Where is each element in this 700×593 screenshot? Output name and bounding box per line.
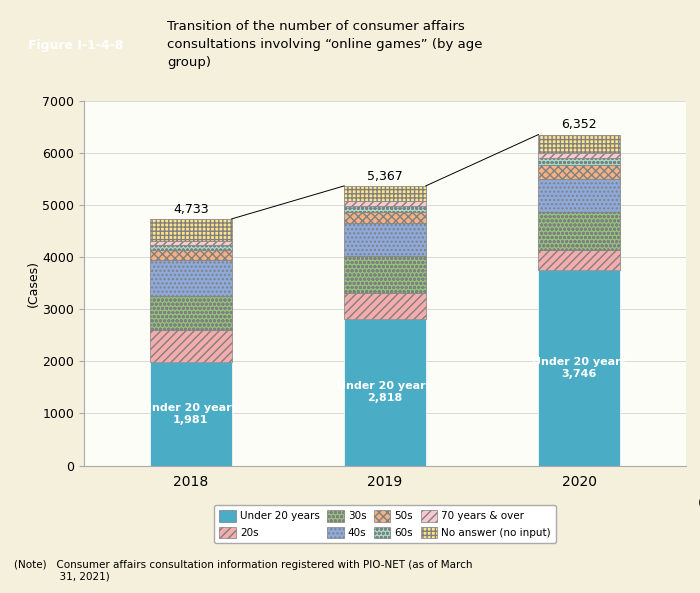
Bar	[538, 158, 620, 165]
Bar	[538, 135, 620, 153]
Text: 5,367: 5,367	[367, 170, 403, 183]
Text: Under 20 years
3,746: Under 20 years 3,746	[531, 357, 626, 379]
Bar	[538, 165, 620, 179]
Bar	[344, 212, 426, 223]
Text: Figure I-1-4-8: Figure I-1-4-8	[27, 40, 123, 52]
Bar	[538, 153, 620, 158]
Bar	[150, 260, 232, 296]
Bar	[150, 362, 232, 466]
Bar	[150, 241, 232, 246]
Bar	[150, 296, 232, 330]
Text: Under 20 years
2,818: Under 20 years 2,818	[337, 381, 433, 403]
Bar	[150, 246, 232, 250]
Text: Transition of the number of consumer affairs
consultations involving “online gam: Transition of the number of consumer aff…	[167, 20, 482, 69]
Bar	[538, 270, 620, 466]
Bar	[150, 250, 232, 260]
Bar	[344, 201, 426, 206]
Bar	[150, 330, 232, 362]
Bar	[344, 256, 426, 293]
Text: (Note)   Consumer affairs consultation information registered with PIO-NET (as o: (Note) Consumer affairs consultation inf…	[14, 560, 472, 582]
Text: 6,352: 6,352	[561, 119, 597, 132]
Bar	[344, 186, 426, 201]
Bar	[344, 223, 426, 256]
Bar	[538, 212, 620, 250]
Bar	[538, 250, 620, 270]
Bar	[538, 179, 620, 212]
Text: 4,733: 4,733	[173, 203, 209, 216]
Text: (Year): (Year)	[698, 496, 700, 509]
Y-axis label: (Cases): (Cases)	[27, 260, 39, 307]
Text: Under 20 years
1,981: Under 20 years 1,981	[144, 403, 239, 425]
Bar	[150, 219, 232, 241]
Bar	[344, 293, 426, 318]
Bar	[344, 318, 426, 466]
Legend: Under 20 years, 20s, 30s, 40s, 50s, 60s, 70 years & over, No answer (no input): Under 20 years, 20s, 30s, 40s, 50s, 60s,…	[214, 505, 556, 543]
Bar	[344, 206, 426, 212]
